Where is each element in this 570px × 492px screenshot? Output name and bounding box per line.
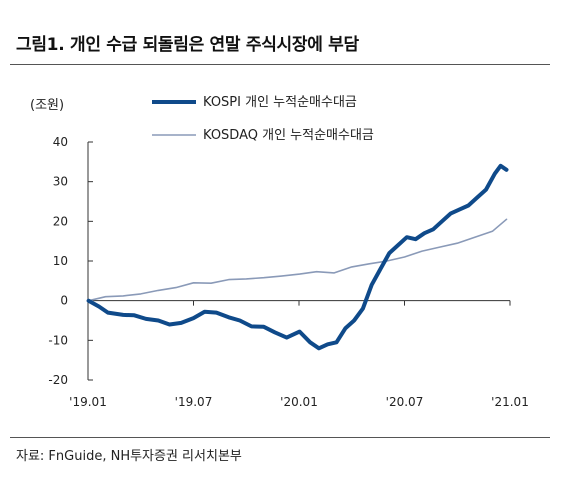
series-kospi-line bbox=[86, 163, 509, 351]
bottom-divider bbox=[10, 437, 550, 438]
x-tick-label: '19.07 bbox=[175, 395, 213, 409]
series-kosdaq-line bbox=[87, 218, 508, 302]
x-axis: '19.01 '19.07 '20.01 '20.07 '21.01 bbox=[69, 300, 529, 409]
legend-label: KOSDAQ 개인 누적순매수대금 bbox=[203, 128, 374, 143]
x-tick-label: '20.07 bbox=[386, 395, 424, 409]
y-axis: 40 30 20 10 0 -10 -20 bbox=[48, 135, 93, 387]
source-note: 자료: FnGuide, NH투자증권 리서치본부 bbox=[16, 449, 242, 464]
line-chart: (조원) KOSPI 개인 누적순매수대금 KOSDAQ 개인 누적순매수대금 4… bbox=[30, 95, 529, 409]
y-tick-label: -10 bbox=[48, 333, 68, 347]
x-tick-label: '19.01 bbox=[69, 395, 107, 409]
y-tick-label: 30 bbox=[53, 175, 68, 189]
y-tick-label: 10 bbox=[53, 254, 68, 268]
top-divider bbox=[10, 64, 550, 65]
y-tick-label: 0 bbox=[60, 294, 68, 308]
y-tick-label: 40 bbox=[53, 135, 68, 149]
chart-title: 그림1. 개인 수급 되돌림은 연말 주식시장에 부담 bbox=[16, 35, 359, 55]
series-layer bbox=[86, 163, 509, 351]
x-tick-label: '20.01 bbox=[280, 395, 318, 409]
x-tick-label: '21.01 bbox=[491, 395, 529, 409]
y-tick-label: 20 bbox=[53, 214, 68, 228]
y-tick-label: -20 bbox=[48, 373, 68, 387]
y-unit-label: (조원) bbox=[30, 98, 64, 113]
legend-label: KOSPI 개인 누적순매수대금 bbox=[203, 95, 357, 110]
legend: KOSPI 개인 누적순매수대금 KOSDAQ 개인 누적순매수대금 bbox=[152, 95, 374, 143]
